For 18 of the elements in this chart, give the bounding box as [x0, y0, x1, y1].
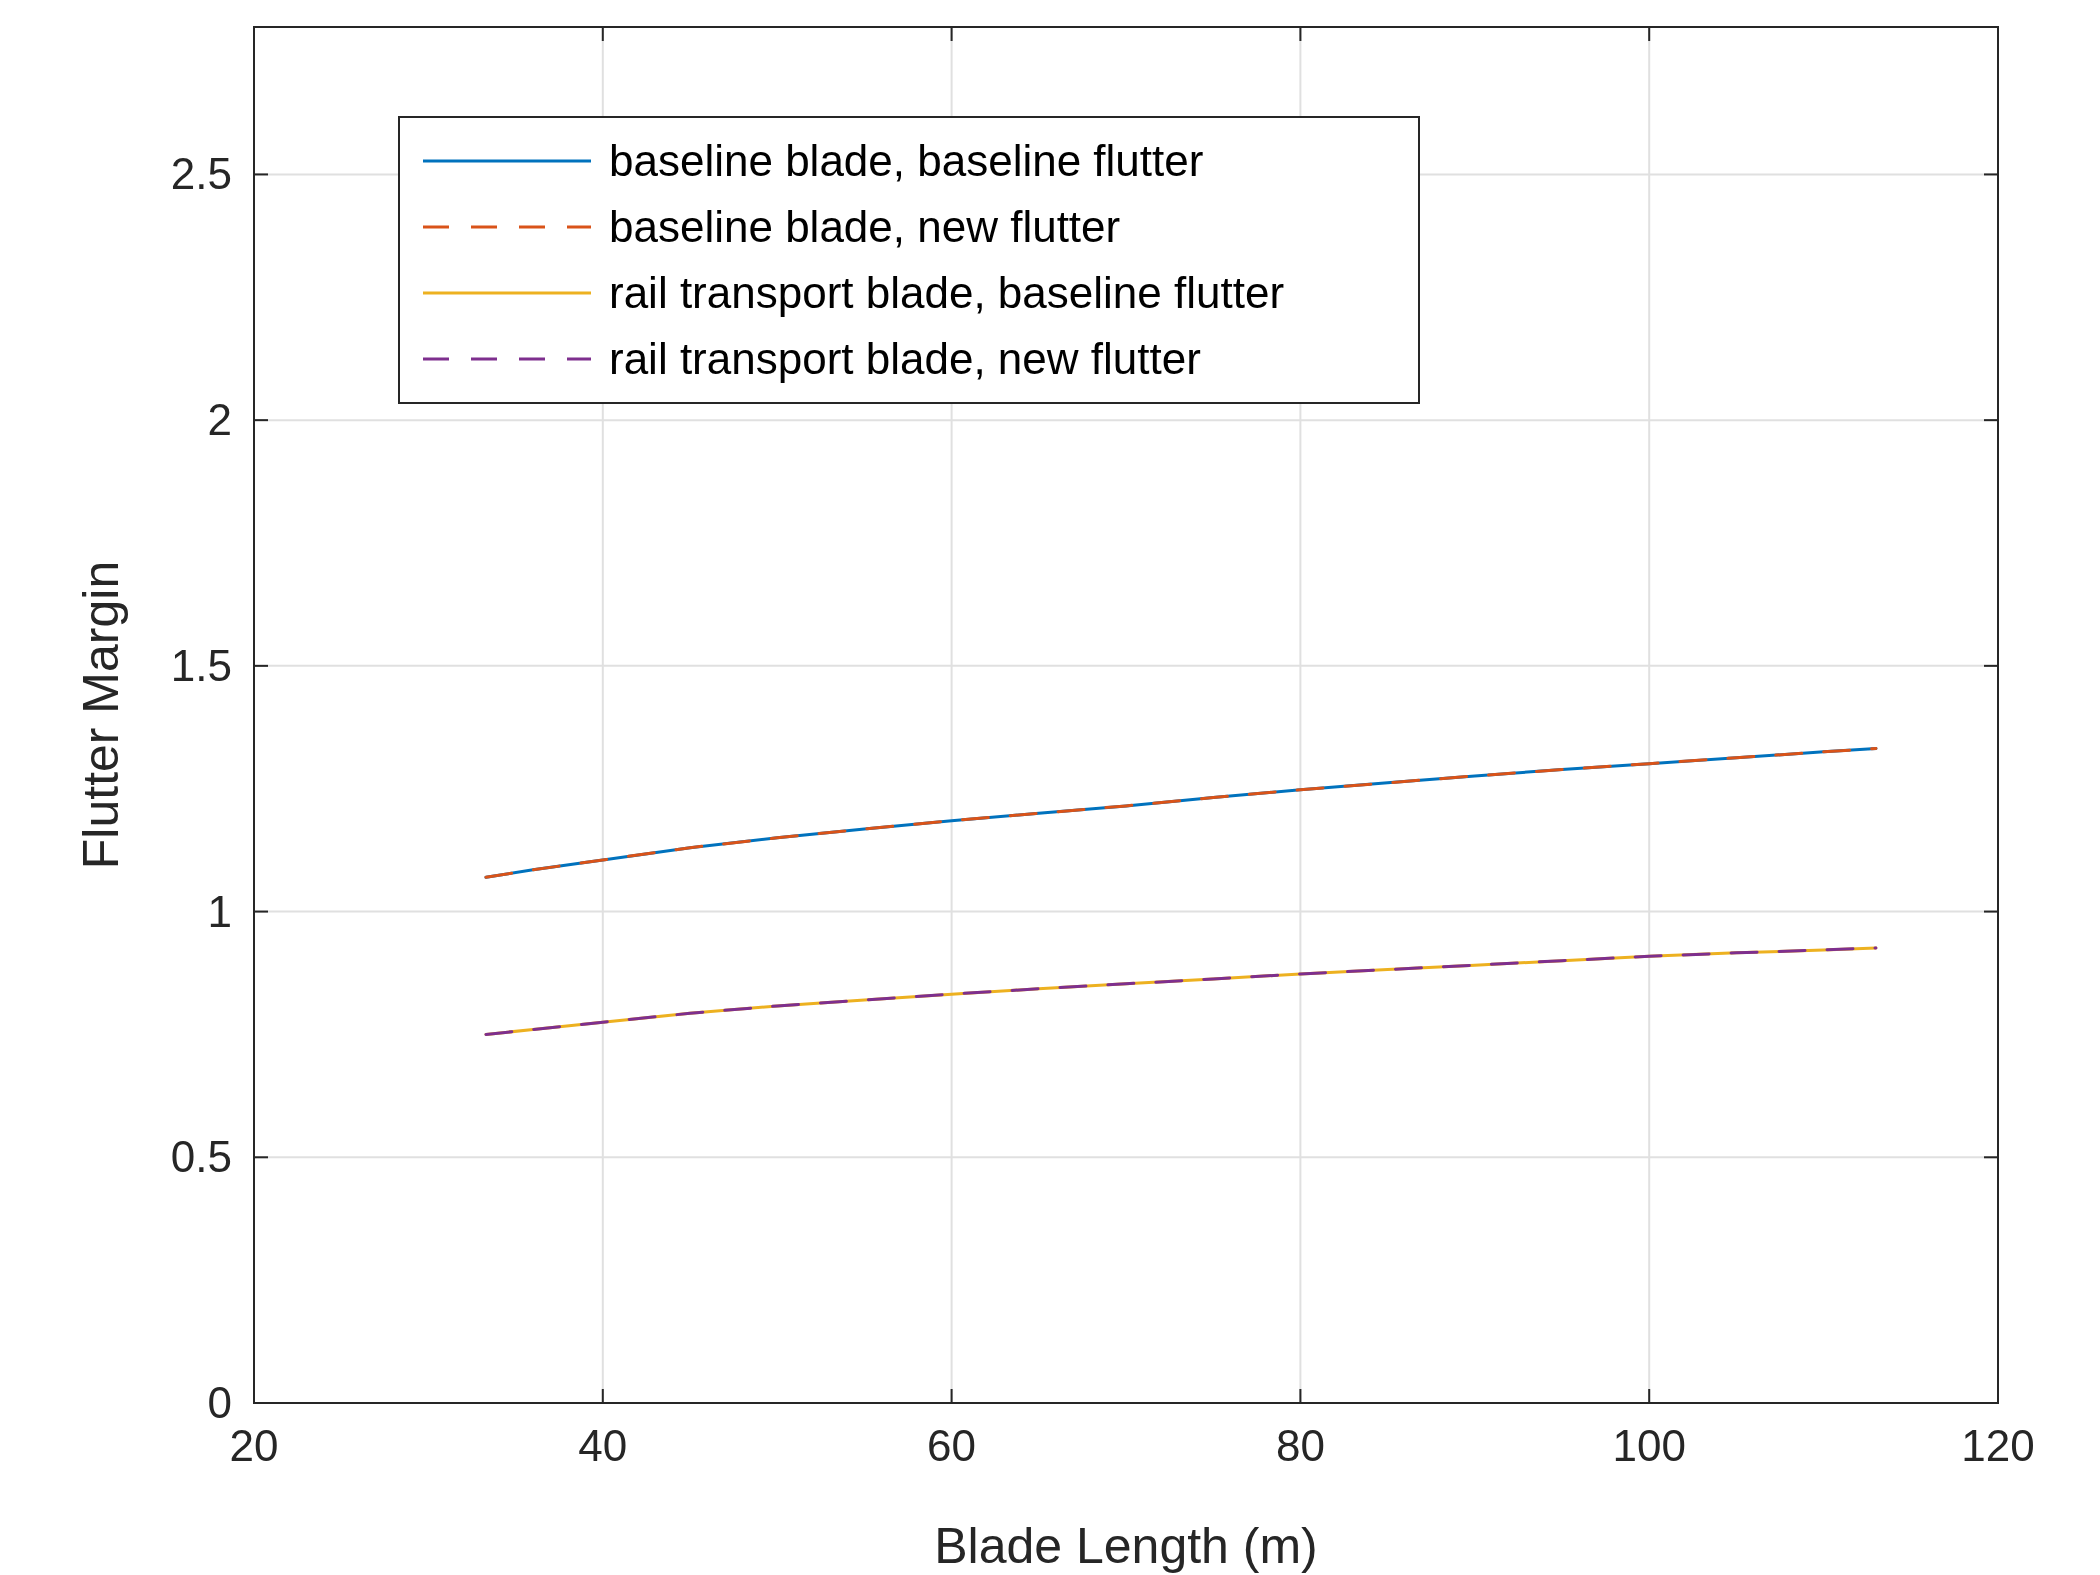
x-tick-label: 80	[1275, 1421, 1325, 1470]
legend-label: rail transport blade, baseline flutter	[609, 268, 1285, 317]
legend-label: baseline blade, baseline flutter	[609, 136, 1204, 185]
x-tick-label: 40	[578, 1421, 628, 1470]
y-tick-label: 2	[207, 395, 232, 445]
y-tick-label: 1	[207, 886, 232, 936]
legend-label: rail transport blade, new flutter	[609, 334, 1201, 383]
x-axis-title: Blade Length (m)	[934, 1518, 1318, 1574]
legend-label: baseline blade, new flutter	[609, 202, 1121, 251]
x-tick-label: 20	[229, 1421, 279, 1470]
x-tick-label: 100	[1612, 1421, 1686, 1470]
x-tick-label: 120	[1961, 1421, 2035, 1470]
x-tick-label: 60	[927, 1421, 977, 1470]
y-tick-label: 0.5	[170, 1132, 232, 1182]
y-axis-title: Flutter Margin	[73, 560, 129, 870]
y-tick-label: 2.5	[170, 149, 232, 199]
y-tick-label: 1.5	[170, 640, 232, 690]
y-tick-label: 0	[207, 1378, 232, 1427]
